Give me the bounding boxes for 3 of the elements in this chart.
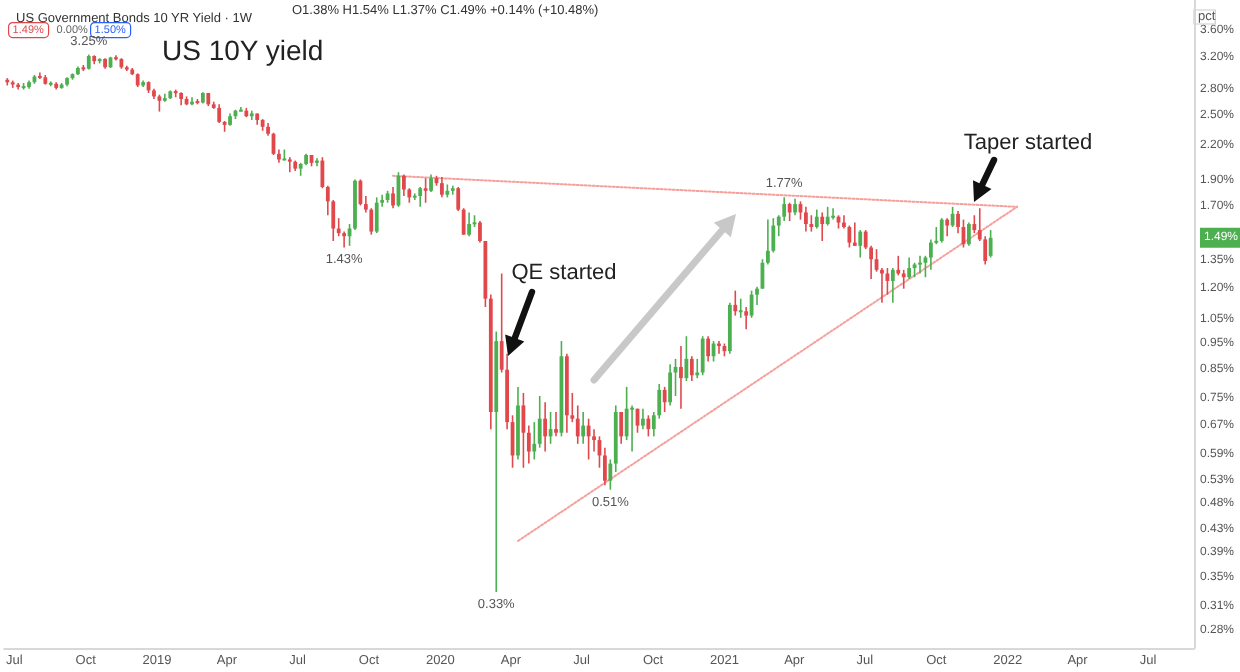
annotation: Taper started xyxy=(963,131,1093,155)
annotation: QE started xyxy=(511,261,617,285)
text: US 10Y yield xyxy=(162,34,324,66)
